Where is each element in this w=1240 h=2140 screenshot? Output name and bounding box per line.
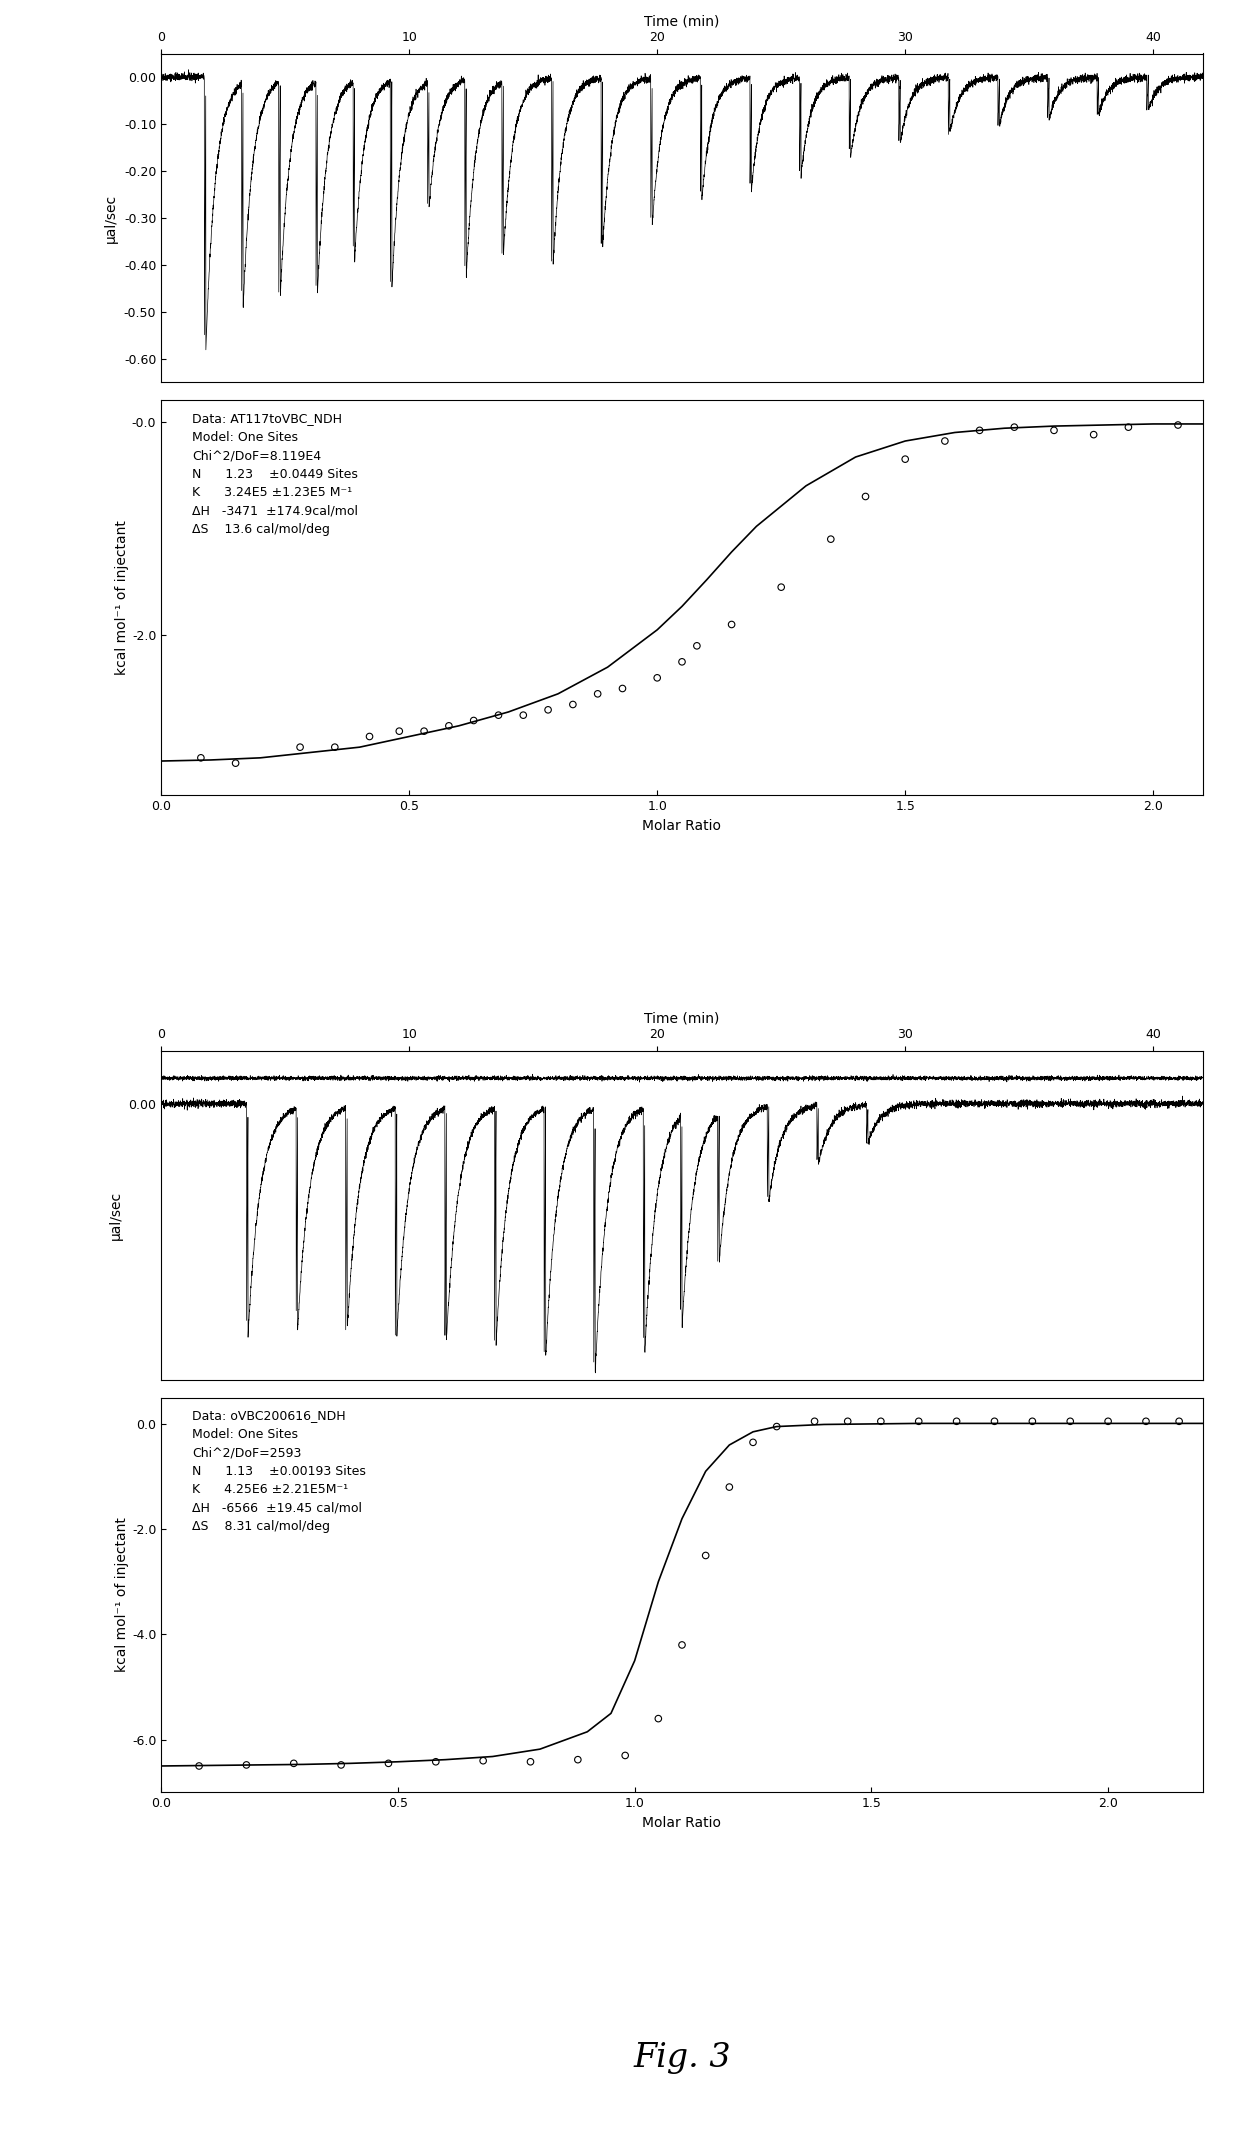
X-axis label: Time (min): Time (min): [645, 15, 719, 28]
Point: [389, 715, 409, 749]
Point: [1004, 411, 1024, 445]
Point: [719, 1470, 739, 1504]
Point: [743, 1425, 763, 1459]
Point: [237, 1748, 257, 1783]
Point: [538, 693, 558, 728]
Point: [766, 1410, 786, 1444]
Point: [970, 413, 990, 447]
X-axis label: Molar Ratio: Molar Ratio: [642, 1815, 722, 1830]
Point: [771, 569, 791, 603]
Point: [895, 443, 915, 477]
Point: [464, 704, 484, 738]
Point: [672, 644, 692, 678]
Text: Data: AT117toVBC_NDH
Model: One Sites
Chi^2/DoF=8.119E4
N      1.23    ±0.0449 S: Data: AT117toVBC_NDH Model: One Sites Ch…: [192, 413, 358, 537]
Text: Fig. 3: Fig. 3: [634, 2042, 730, 2074]
Point: [325, 730, 345, 764]
Point: [870, 1404, 890, 1438]
Point: [722, 608, 742, 642]
Point: [1136, 1404, 1156, 1438]
Point: [1168, 409, 1188, 443]
Point: [821, 522, 841, 556]
Text: Data: oVBC200616_NDH
Model: One Sites
Chi^2/DoF=2593
N      1.13    ±0.00193 Sit: Data: oVBC200616_NDH Model: One Sites Ch…: [192, 1410, 366, 1534]
Y-axis label: μal/sec: μal/sec: [109, 1190, 123, 1239]
Point: [331, 1748, 351, 1783]
X-axis label: Time (min): Time (min): [645, 1012, 719, 1025]
X-axis label: Molar Ratio: Molar Ratio: [642, 820, 722, 832]
Point: [946, 1404, 966, 1438]
Point: [672, 1629, 692, 1663]
Point: [985, 1404, 1004, 1438]
Point: [439, 708, 459, 743]
Point: [1084, 417, 1104, 452]
Point: [1169, 1404, 1189, 1438]
Point: [425, 1744, 445, 1778]
Point: [588, 676, 608, 710]
Point: [647, 661, 667, 696]
Point: [615, 1738, 635, 1772]
Point: [474, 1744, 494, 1778]
Y-axis label: kcal mol⁻¹ of injectant: kcal mol⁻¹ of injectant: [115, 520, 129, 676]
Point: [190, 1748, 210, 1783]
Point: [649, 1701, 668, 1736]
Point: [1023, 1404, 1043, 1438]
Point: [935, 424, 955, 458]
Point: [1099, 1404, 1118, 1438]
Point: [687, 629, 707, 663]
Point: [414, 715, 434, 749]
Point: [284, 1746, 304, 1780]
Point: [521, 1744, 541, 1778]
Point: [696, 1539, 715, 1573]
Point: [1060, 1404, 1080, 1438]
Point: [838, 1404, 858, 1438]
Point: [378, 1746, 398, 1780]
Point: [909, 1404, 929, 1438]
Point: [1118, 411, 1138, 445]
Point: [1044, 413, 1064, 447]
Point: [613, 672, 632, 706]
Point: [563, 687, 583, 721]
Point: [191, 740, 211, 775]
Point: [568, 1742, 588, 1776]
Y-axis label: kcal mol⁻¹ of injectant: kcal mol⁻¹ of injectant: [115, 1517, 129, 1671]
Point: [226, 747, 246, 781]
Point: [360, 719, 379, 753]
Point: [513, 698, 533, 732]
Y-axis label: μal/sec: μal/sec: [104, 193, 118, 242]
Point: [856, 479, 875, 514]
Point: [290, 730, 310, 764]
Point: [805, 1404, 825, 1438]
Point: [489, 698, 508, 732]
